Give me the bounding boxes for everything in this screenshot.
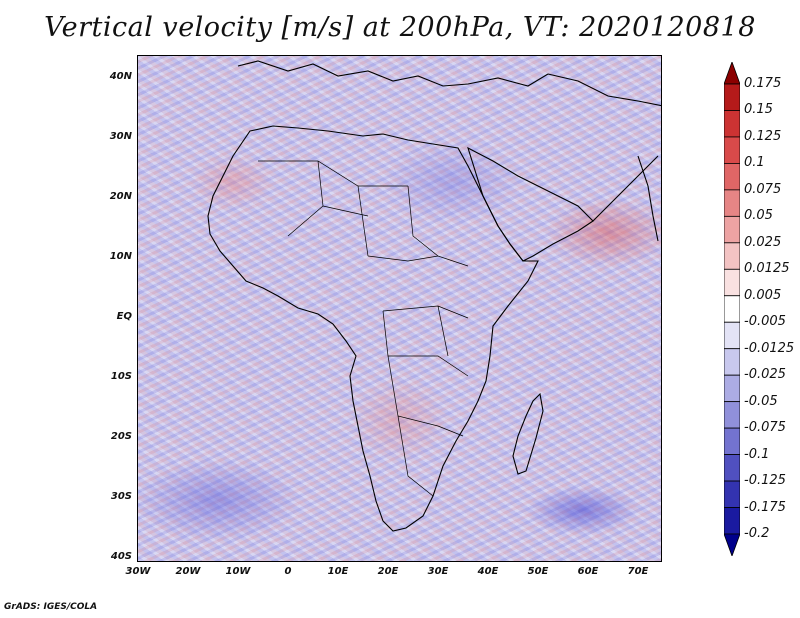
india-coastline	[637, 155, 659, 242]
colorbar-level-label: 0.0125	[744, 261, 790, 277]
map-plot-area	[137, 55, 662, 562]
colorbar-level-label: 0.125	[744, 128, 782, 144]
lon-tick-label: 30W	[125, 566, 151, 577]
colorbar-level-label: -0.005	[744, 314, 786, 330]
colorbar-box	[724, 374, 740, 403]
colorbar-level-label: -0.05	[744, 393, 778, 409]
colorbar-level-label: 0.15	[744, 102, 773, 118]
colorbar-level-label: -0.2	[744, 526, 770, 541]
colorbar-level-label: 0.175	[744, 76, 782, 91]
lat-tick-label: 40S	[110, 551, 132, 562]
colorbar-level-label: -0.075	[744, 420, 786, 436]
colorbar-box	[724, 321, 740, 350]
lat-tick-label: 40N	[109, 71, 132, 82]
colorbar-box	[724, 215, 740, 244]
colorbar-level-label: -0.175	[744, 499, 786, 515]
colorbar-level-label: 0.075	[744, 181, 782, 197]
lon-tick-label: 10E	[327, 566, 349, 577]
colorbar-box	[724, 110, 740, 138]
lat-tick-label: 30N	[109, 131, 132, 142]
colorbar-box	[724, 454, 740, 482]
colorbar-box	[724, 242, 740, 270]
coastline-layer	[207, 60, 661, 532]
colorbar-box	[724, 268, 740, 297]
colorbar-level-label: -0.125	[744, 473, 786, 489]
europe-coastline	[237, 60, 549, 87]
lon-tick-label: 20W	[175, 566, 201, 577]
colorbar-box	[724, 83, 740, 111]
colorbar-box	[724, 480, 740, 508]
colorbar-level-label: 0.005	[744, 287, 782, 303]
colorbar-box	[724, 189, 740, 217]
lon-tick-label: 70E	[627, 566, 649, 577]
madagascar-coastline	[512, 392, 544, 475]
lon-tick-label: 0	[284, 566, 292, 577]
lon-tick-label: 60E	[577, 566, 599, 577]
lon-tick-label: 50E	[527, 566, 549, 577]
lat-tick-label: EQ	[116, 311, 132, 322]
asia-coastline	[547, 73, 661, 222]
colorbar-level-label: -0.025	[744, 367, 786, 383]
colorbar-top-triangle	[724, 62, 740, 85]
colorbar-level-label: 0.025	[744, 234, 782, 250]
lon-tick-label: 10W	[225, 566, 251, 577]
colorbar-level-label: 0.05	[744, 208, 773, 224]
colorbar-level-label: -0.1	[744, 446, 770, 462]
colorbar-box	[724, 295, 740, 323]
colorbar-level-label: -0.0125	[744, 340, 795, 356]
colorbar-bottom-triangle	[724, 533, 740, 556]
colorbar-box	[724, 507, 740, 535]
lon-tick-label: 30E	[427, 566, 449, 577]
africa-coastline	[207, 125, 539, 532]
colorbar-level-label: 0.1	[744, 155, 765, 171]
lon-tick-label: 20E	[377, 566, 399, 577]
lat-tick-label: 20N	[109, 191, 132, 202]
lat-tick-label: 10N	[109, 251, 132, 262]
lon-tick-label: 40E	[477, 566, 499, 577]
colorbar-box	[724, 163, 740, 191]
country-borders	[258, 160, 469, 497]
colorbar-box	[724, 348, 740, 376]
colorbar-box	[724, 427, 740, 455]
colorbar	[724, 62, 740, 556]
grads-credit: GrADS: IGES/COLA	[4, 602, 98, 612]
lat-tick-label: 20S	[110, 431, 132, 442]
lat-tick-label: 10S	[110, 371, 132, 382]
lat-tick-label: 30S	[110, 491, 132, 502]
arabia-coastline	[467, 146, 594, 262]
colorbar-box	[724, 401, 740, 429]
chart-title: Vertical velocity [m/s] at 200hPa, VT: 2…	[44, 12, 756, 43]
colorbar-box	[724, 136, 740, 164]
